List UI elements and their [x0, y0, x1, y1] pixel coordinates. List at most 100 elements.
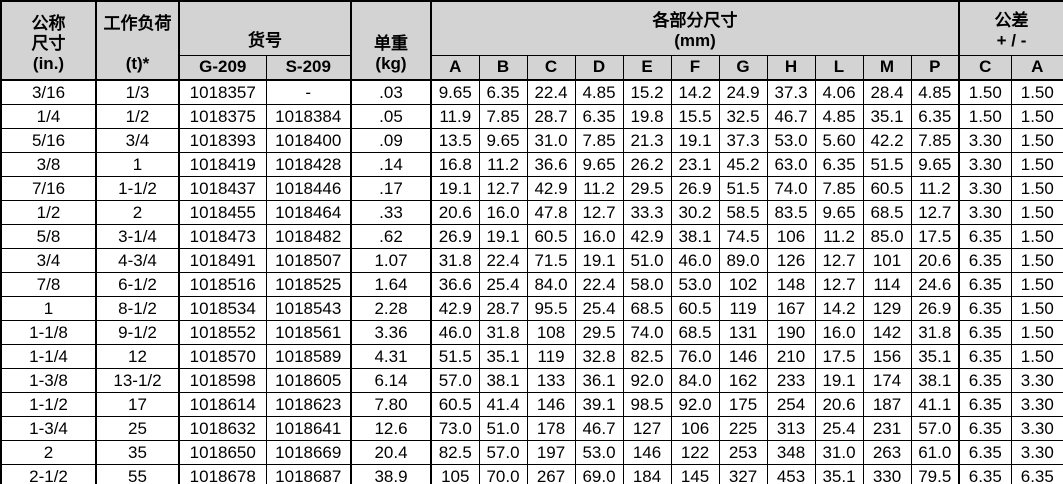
- table-cell: 348: [766, 440, 816, 465]
- header-col-dim-f: F: [670, 55, 720, 81]
- table-cell: 1018455: [178, 200, 267, 225]
- table-cell: 122: [670, 440, 720, 465]
- table-cell: 1018473: [178, 224, 267, 249]
- header-col-g209: G-209: [178, 55, 267, 81]
- table-cell: 8-1/2: [95, 296, 180, 321]
- table-cell: 1/4: [0, 104, 97, 129]
- table-cell: 46.0: [670, 248, 720, 273]
- table-cell: 1018641: [265, 416, 352, 441]
- table-cell: 68.5: [622, 296, 672, 321]
- table-cell: 89.0: [718, 248, 768, 273]
- table-cell: 7.85: [574, 128, 624, 153]
- table-row: 1-1/8 9-1/2 1018552 1018561 3.36 46.0 31.8 108 2…: [0, 320, 1063, 345]
- table-cell: 4.06: [814, 79, 864, 105]
- table-cell: 101: [862, 248, 912, 273]
- table-cell: 19.1: [670, 128, 720, 153]
- table-cell: 6.35: [958, 296, 1012, 321]
- table-cell: 16.0: [814, 320, 864, 345]
- table-cell: 98.5: [622, 392, 672, 417]
- table-cell: 11.9: [430, 104, 480, 129]
- table-cell: 3.36: [350, 320, 432, 345]
- table-cell: 1018428: [265, 152, 352, 177]
- table-cell: 1018561: [265, 320, 352, 345]
- table-cell: 71.5: [526, 248, 576, 273]
- table-cell: 1018552: [178, 320, 267, 345]
- table-cell: 254: [766, 392, 816, 417]
- table-cell: 1018669: [265, 440, 352, 465]
- table-cell: 31.8: [910, 320, 960, 345]
- table-cell: 1.07: [350, 248, 432, 273]
- table-cell: 1-1/4: [0, 344, 97, 369]
- table-cell: 114: [862, 272, 912, 297]
- table-cell: 79.5: [910, 464, 960, 484]
- table-cell: 17.5: [814, 344, 864, 369]
- table-cell: 197: [526, 440, 576, 465]
- header-col-tol-c: C: [958, 55, 1012, 81]
- table-cell: 6.35: [574, 104, 624, 129]
- table-cell: .03: [350, 79, 432, 105]
- table-cell: 28.7: [478, 296, 528, 321]
- table-cell: 61.0: [910, 440, 960, 465]
- table-cell: 6.35: [958, 392, 1012, 417]
- table-cell: 1018437: [178, 176, 267, 201]
- table-cell: 9.65: [430, 79, 480, 105]
- table-cell: 60.5: [430, 392, 480, 417]
- table-cell: 1018507: [265, 248, 352, 273]
- table-cell: 73.0: [430, 416, 480, 441]
- table-cell: 1018534: [178, 296, 267, 321]
- table-cell: 31.0: [526, 128, 576, 153]
- table-cell: 1-1/2: [95, 176, 180, 201]
- table-cell: 42.2: [862, 128, 912, 153]
- table-cell: 25.4: [478, 272, 528, 297]
- table-header: 公称 尺寸 (in.) 工作负荷 (t)* 货号 单重 (kg) 各部分尺寸 (…: [0, 0, 1063, 81]
- table-cell: 11.2: [574, 176, 624, 201]
- table-cell: 1018419: [178, 152, 267, 177]
- table-cell: 53.0: [574, 440, 624, 465]
- table-cell: 68.5: [862, 200, 912, 225]
- table-cell: 105: [430, 464, 480, 484]
- table-cell: 3.30: [1010, 392, 1063, 417]
- table-cell: 12.7: [910, 200, 960, 225]
- table-cell: 31.0: [814, 440, 864, 465]
- table-cell: 20.6: [430, 200, 480, 225]
- table-cell: 60.5: [670, 296, 720, 321]
- table-cell: 13.5: [430, 128, 480, 153]
- table-cell: 25: [95, 416, 180, 441]
- table-cell: 83.5: [766, 200, 816, 225]
- table-cell: 19.1: [478, 224, 528, 249]
- table-cell: 1.50: [1010, 104, 1063, 129]
- table-cell: 26.9: [910, 296, 960, 321]
- table-cell: 20.4: [350, 440, 432, 465]
- table-cell: 45.2: [718, 152, 768, 177]
- table-row: 5/8 3-1/4 1018473 1018482.62 26.9 19.1 60.5 16.…: [0, 224, 1063, 249]
- table-cell: 42.9: [526, 176, 576, 201]
- table-row: 7/8 6-1/2 1018516 1018525 1.64 36.6 25.4 84.0 22…: [0, 272, 1063, 297]
- table-cell: 1.50: [1010, 224, 1063, 249]
- table-cell: 23.1: [670, 152, 720, 177]
- table-cell: 119: [718, 296, 768, 321]
- table-cell: 31.8: [430, 248, 480, 273]
- table-cell: 9.65: [910, 152, 960, 177]
- table-cell: 15.5: [670, 104, 720, 129]
- table-cell: 35.1: [862, 104, 912, 129]
- table-cell: 38.1: [670, 224, 720, 249]
- table-cell: 9.65: [574, 152, 624, 177]
- table-cell: 32.8: [574, 344, 624, 369]
- table-cell: 174: [862, 368, 912, 393]
- table-cell: 20.6: [814, 392, 864, 417]
- table-cell: 16.8: [430, 152, 480, 177]
- table-cell: 20.6: [910, 248, 960, 273]
- table-cell: 108: [526, 320, 576, 345]
- table-cell: 24.9: [718, 79, 768, 105]
- table-cell: 25.4: [574, 296, 624, 321]
- table-cell: 19.1: [814, 368, 864, 393]
- table-cell: 82.5: [622, 344, 672, 369]
- table-cell: 2.28: [350, 296, 432, 321]
- table-cell: 36.6: [526, 152, 576, 177]
- table-cell: 46.7: [766, 104, 816, 129]
- table-cell: 126: [766, 248, 816, 273]
- table-cell: 15.2: [622, 79, 672, 105]
- table-cell: 19.1: [430, 176, 480, 201]
- table-cell: 7/8: [0, 272, 97, 297]
- header-col-tol-a: A: [1010, 55, 1063, 81]
